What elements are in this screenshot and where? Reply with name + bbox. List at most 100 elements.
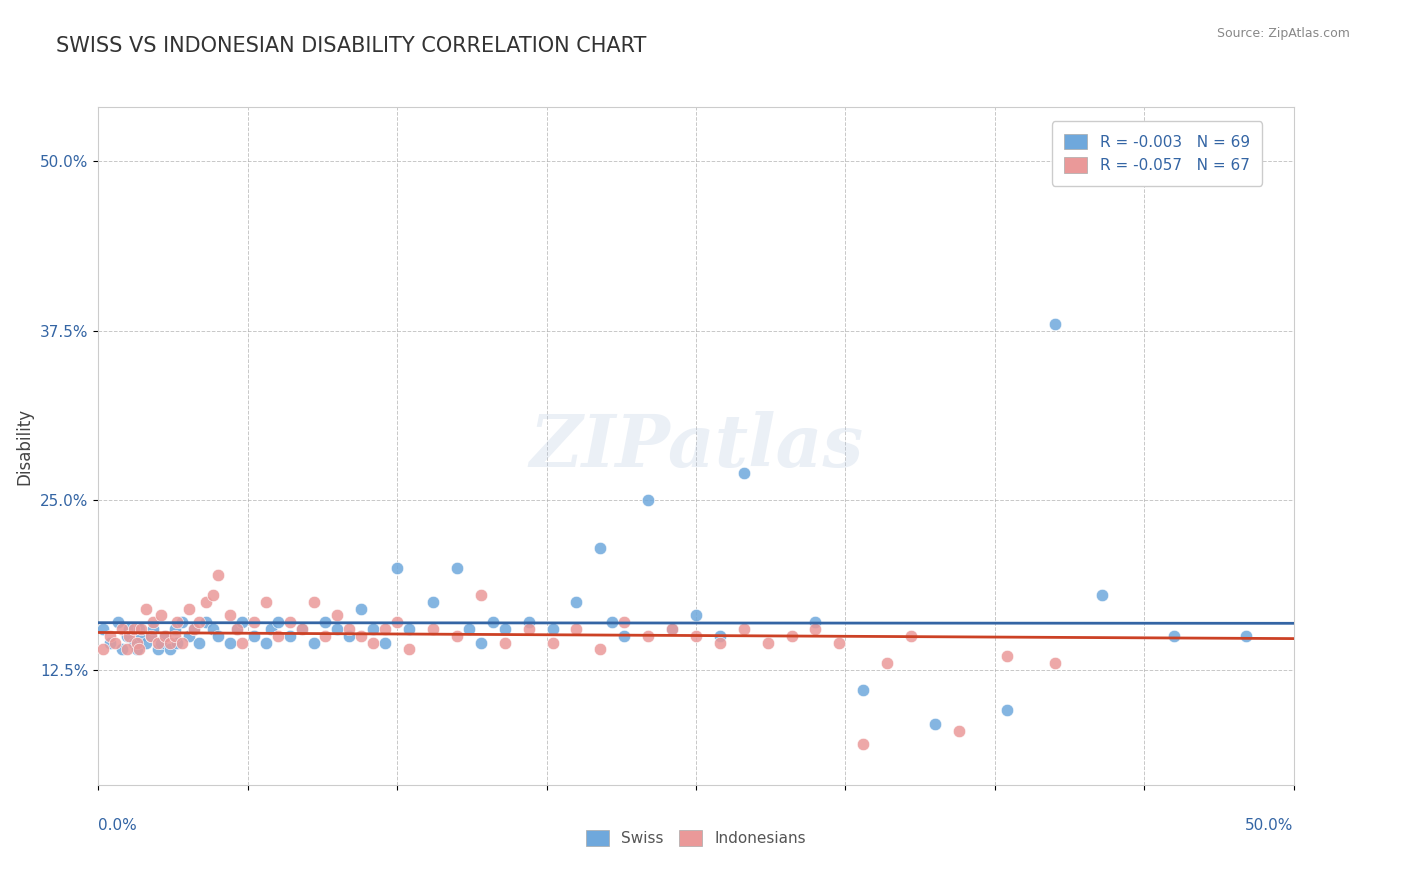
Point xyxy=(91,622,114,636)
Point xyxy=(278,629,301,643)
Y-axis label: Disability: Disability xyxy=(15,408,34,484)
Point xyxy=(219,608,242,623)
Point xyxy=(166,615,188,630)
Point xyxy=(131,622,153,636)
Point xyxy=(494,622,516,636)
Point xyxy=(231,635,253,649)
Point xyxy=(142,615,165,630)
Legend: Swiss, Indonesians: Swiss, Indonesians xyxy=(574,818,818,859)
Point xyxy=(118,622,141,636)
Point xyxy=(995,703,1018,717)
Point xyxy=(179,601,201,615)
Point xyxy=(481,615,505,630)
Point xyxy=(243,615,266,630)
Point xyxy=(852,737,875,751)
Point xyxy=(166,635,188,649)
Point xyxy=(494,635,516,649)
Point xyxy=(207,567,229,582)
Point xyxy=(565,622,588,636)
Point xyxy=(685,629,707,643)
Point xyxy=(398,622,420,636)
Point xyxy=(125,635,148,649)
Point xyxy=(104,635,127,649)
Text: 50.0%: 50.0% xyxy=(1246,818,1294,832)
Point xyxy=(128,622,150,636)
Point xyxy=(828,635,851,649)
Point xyxy=(458,622,481,636)
Point xyxy=(446,561,468,575)
Point xyxy=(148,642,170,657)
Point xyxy=(219,635,242,649)
Point xyxy=(1163,629,1185,643)
Point xyxy=(315,629,337,643)
Point xyxy=(183,622,205,636)
Point xyxy=(278,615,301,630)
Point xyxy=(1043,656,1066,670)
Point xyxy=(385,615,409,630)
Point xyxy=(852,683,875,698)
Point xyxy=(1234,629,1257,643)
Point xyxy=(350,601,373,615)
Point xyxy=(111,642,134,657)
Point xyxy=(780,629,803,643)
Point xyxy=(374,635,396,649)
Point xyxy=(131,629,153,643)
Point xyxy=(267,629,290,643)
Point xyxy=(637,493,659,508)
Point xyxy=(337,622,360,636)
Point xyxy=(326,622,349,636)
Point xyxy=(139,629,162,643)
Point xyxy=(363,635,385,649)
Point xyxy=(470,588,492,602)
Point xyxy=(155,629,177,643)
Point xyxy=(363,622,385,636)
Point xyxy=(302,635,325,649)
Point xyxy=(163,629,186,643)
Point xyxy=(172,635,194,649)
Point xyxy=(302,595,325,609)
Point xyxy=(183,622,205,636)
Point xyxy=(243,629,266,643)
Point xyxy=(231,615,253,630)
Point xyxy=(422,595,444,609)
Point xyxy=(115,642,138,657)
Point xyxy=(107,615,129,630)
Text: 0.0%: 0.0% xyxy=(98,818,138,832)
Point xyxy=(374,622,396,636)
Point xyxy=(254,595,277,609)
Point xyxy=(172,615,194,630)
Point xyxy=(115,629,138,643)
Point xyxy=(385,561,409,575)
Point xyxy=(202,588,225,602)
Point xyxy=(565,595,588,609)
Point xyxy=(159,642,181,657)
Point xyxy=(155,629,177,643)
Point xyxy=(226,622,249,636)
Point xyxy=(924,717,946,731)
Point xyxy=(179,629,201,643)
Point xyxy=(202,622,225,636)
Point xyxy=(733,466,755,480)
Point xyxy=(589,642,612,657)
Point xyxy=(733,622,755,636)
Point xyxy=(900,629,922,643)
Point xyxy=(326,608,349,623)
Point xyxy=(125,642,148,657)
Text: ZIPatlas: ZIPatlas xyxy=(529,410,863,482)
Point xyxy=(948,723,970,738)
Point xyxy=(398,642,420,657)
Text: SWISS VS INDONESIAN DISABILITY CORRELATION CHART: SWISS VS INDONESIAN DISABILITY CORRELATI… xyxy=(56,36,647,55)
Point xyxy=(315,615,337,630)
Point xyxy=(135,635,157,649)
Point xyxy=(254,635,277,649)
Point xyxy=(148,635,170,649)
Point xyxy=(139,629,162,643)
Point xyxy=(91,642,114,657)
Point xyxy=(267,615,290,630)
Point xyxy=(207,629,229,643)
Point xyxy=(541,622,564,636)
Point xyxy=(470,635,492,649)
Point xyxy=(756,635,779,649)
Point xyxy=(685,608,707,623)
Point xyxy=(163,622,186,636)
